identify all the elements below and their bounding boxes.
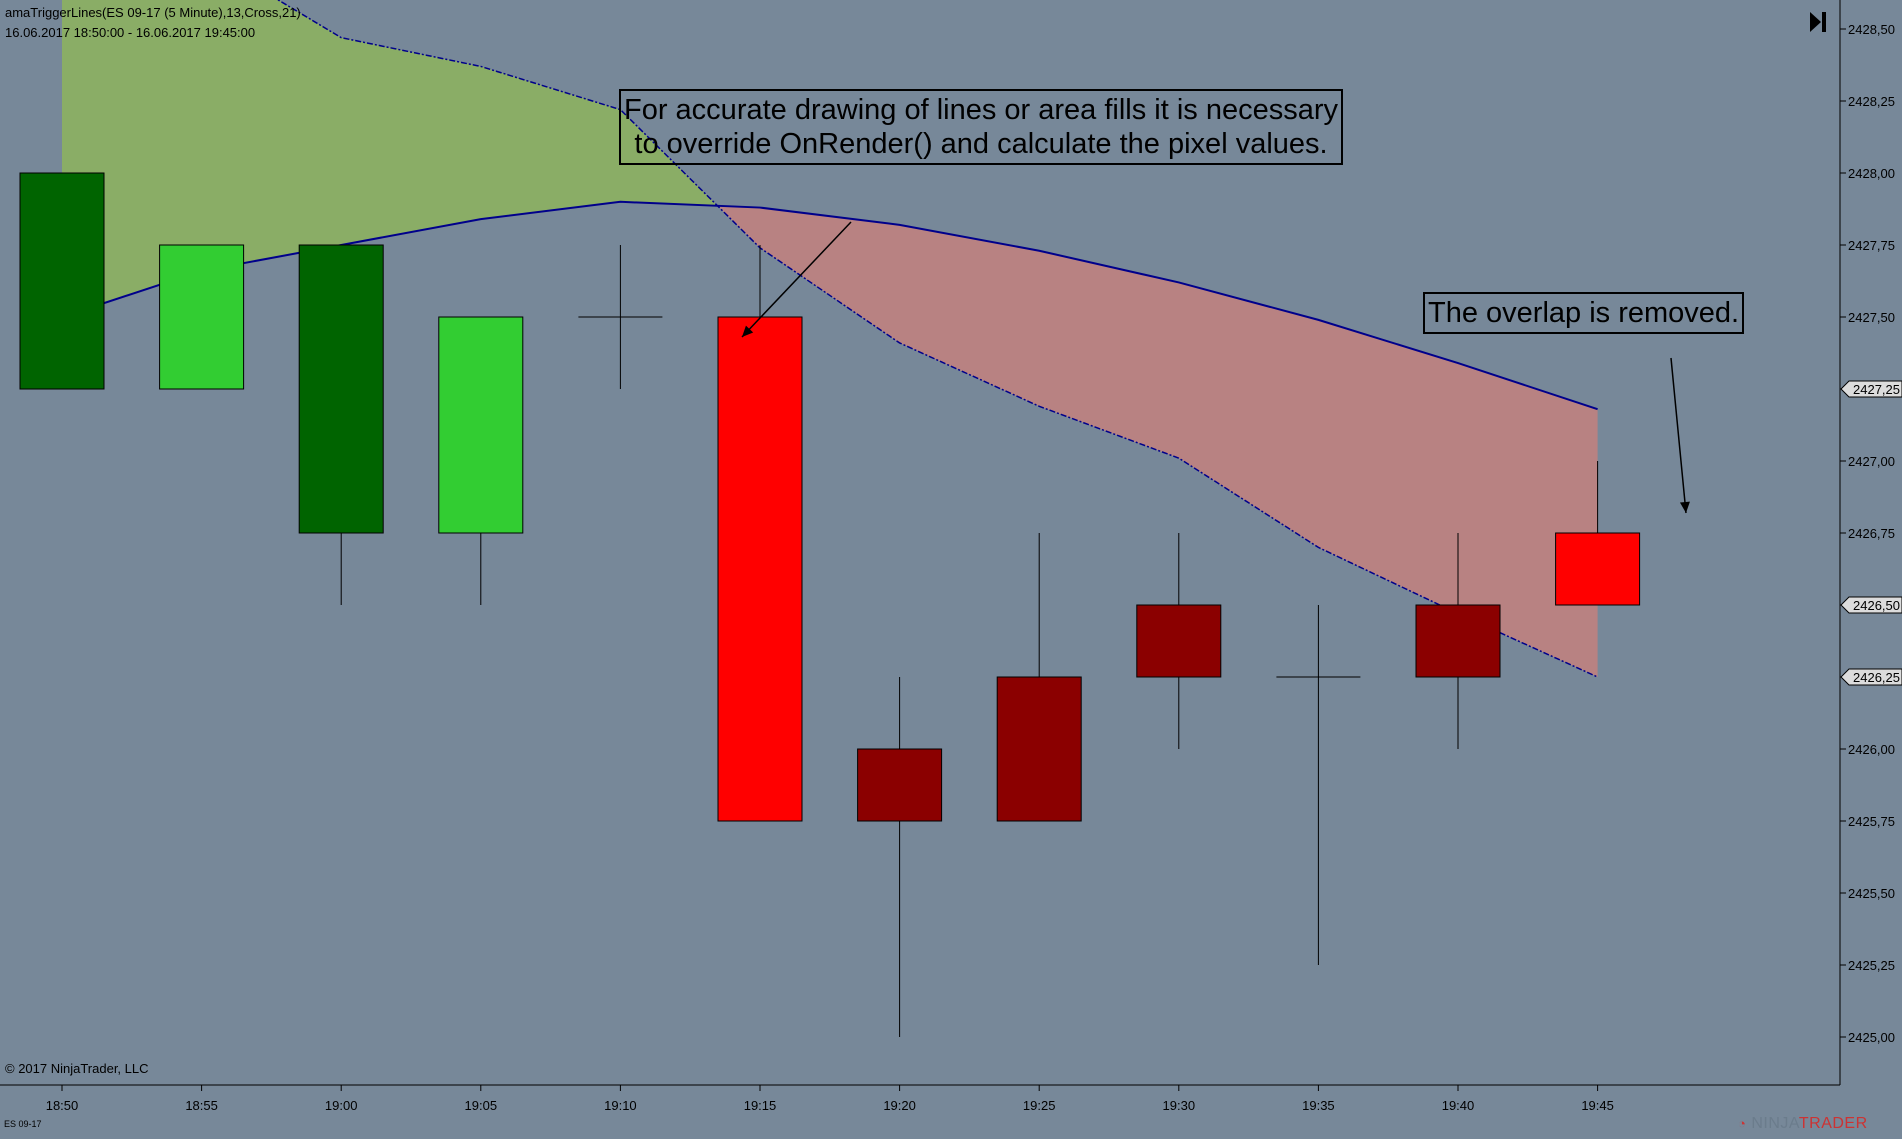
series-line-slow bbox=[276, 0, 1598, 678]
x-tick-label: 18:50 bbox=[46, 1098, 79, 1113]
price-marker-label: 2427,25 bbox=[1853, 382, 1900, 397]
y-tick-label: 2427,00 bbox=[1848, 454, 1895, 469]
x-tick-label: 19:45 bbox=[1581, 1098, 1614, 1113]
y-tick-label: 2427,50 bbox=[1848, 310, 1895, 325]
copyright: © 2017 NinjaTrader, LLC bbox=[5, 1061, 149, 1076]
skip-to-end-icon bbox=[1810, 12, 1826, 32]
annotation-line-1: For accurate drawing of lines or area fi… bbox=[624, 94, 1339, 126]
skip-to-end-button[interactable] bbox=[1807, 10, 1829, 34]
y-tick-label: 2426,00 bbox=[1848, 742, 1895, 757]
instrument-label: ES 09-17 bbox=[4, 1119, 42, 1129]
y-tick-label: 2427,75 bbox=[1848, 238, 1895, 253]
brand-swirl-icon: ◔ bbox=[1738, 1116, 1747, 1131]
x-tick-label: 19:10 bbox=[604, 1098, 637, 1113]
arrow-overlap bbox=[1670, 357, 1687, 514]
brand-suffix: TRADER bbox=[1798, 1115, 1868, 1132]
y-tick-label: 2428,50 bbox=[1848, 22, 1895, 37]
x-tick-label: 19:30 bbox=[1163, 1098, 1196, 1113]
x-tick-label: 19:00 bbox=[325, 1098, 358, 1113]
brand-logo: ◔ NINJATRADER bbox=[1738, 1115, 1868, 1133]
x-tick-label: 19:40 bbox=[1442, 1098, 1475, 1113]
date-range: 16.06.2017 18:50:00 - 16.06.2017 19:45:0… bbox=[5, 25, 256, 40]
y-tick-label: 2425,50 bbox=[1848, 886, 1895, 901]
indicator-label: amaTriggerLines(ES 09-17 (5 Minute),13,C… bbox=[5, 5, 301, 20]
arrow-onrender-head bbox=[742, 325, 754, 337]
arrow-overlap-head bbox=[1679, 501, 1690, 513]
y-tick-label: 2428,00 bbox=[1848, 166, 1895, 181]
y-tick-label: 2425,75 bbox=[1848, 814, 1895, 829]
price-marker bbox=[1840, 380, 1902, 398]
y-tick-label: 2425,00 bbox=[1848, 1030, 1895, 1045]
price-marker bbox=[1840, 668, 1902, 686]
candle-body[interactable] bbox=[857, 748, 943, 822]
candle-body[interactable] bbox=[1136, 604, 1222, 678]
candle-body[interactable] bbox=[19, 172, 105, 390]
annotation-line-2: to override OnRender() and calculate the… bbox=[634, 128, 1328, 160]
y-tick-label: 2425,25 bbox=[1848, 958, 1895, 973]
candle-body[interactable] bbox=[1415, 604, 1501, 678]
x-tick-label: 19:05 bbox=[465, 1098, 498, 1113]
candle-body[interactable] bbox=[1555, 532, 1641, 606]
y-tick-label: 2426,75 bbox=[1848, 526, 1895, 541]
x-tick-label: 19:35 bbox=[1302, 1098, 1335, 1113]
candle-body[interactable] bbox=[159, 244, 245, 390]
candle-body[interactable] bbox=[996, 676, 1082, 822]
price-marker-label: 2426,25 bbox=[1853, 670, 1900, 685]
candle-body[interactable] bbox=[298, 244, 384, 534]
annotation-onrender: For accurate drawing of lines or area fi… bbox=[619, 89, 1344, 165]
candle-body[interactable] bbox=[438, 316, 524, 534]
brand-prefix: NINJA bbox=[1751, 1115, 1799, 1132]
arrow-onrender bbox=[741, 221, 852, 338]
x-tick-label: 19:25 bbox=[1023, 1098, 1056, 1113]
candle-body[interactable] bbox=[717, 316, 803, 822]
price-marker-label: 2426,50 bbox=[1853, 598, 1900, 613]
x-tick-label: 18:55 bbox=[185, 1098, 218, 1113]
price-marker bbox=[1840, 596, 1902, 614]
x-tick-label: 19:15 bbox=[744, 1098, 777, 1113]
x-tick-label: 19:20 bbox=[883, 1098, 916, 1113]
fill-bear-area bbox=[717, 205, 1598, 678]
annotation-overlap: The overlap is removed. bbox=[1423, 292, 1745, 334]
fill-bull-area bbox=[62, 0, 718, 317]
y-tick-label: 2428,25 bbox=[1848, 94, 1895, 109]
